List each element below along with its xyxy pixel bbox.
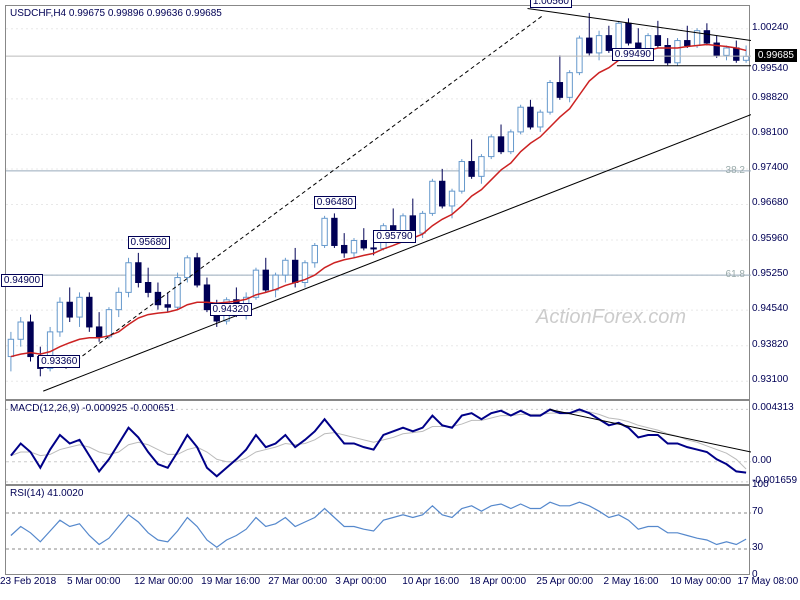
fib-label: 61.8	[726, 269, 745, 280]
x-tick: 27 Mar 00:00	[268, 576, 327, 594]
price-ytick: 0.97400	[752, 162, 796, 173]
price-panel: USDCHF,H4 0.99675 0.99896 0.99636 0.9968…	[5, 5, 750, 400]
price-ytick: 0.98100	[752, 127, 796, 138]
macd-svg	[6, 401, 751, 486]
price-ytick: 0.99540	[752, 63, 796, 74]
price-ytick: 0.98820	[752, 92, 796, 103]
rsi-yaxis: 10070300	[750, 485, 798, 575]
price-tag: 0.93360	[38, 355, 80, 368]
price-ytick: 0.95960	[752, 233, 796, 244]
price-tag: 0.94900	[1, 274, 43, 287]
rsi-svg	[6, 486, 751, 576]
x-tick: 12 Mar 00:00	[134, 576, 193, 594]
x-tick: 10 May 00:00	[671, 576, 732, 594]
price-tag: 0.95790	[373, 230, 415, 243]
x-tick: 3 Apr 00:00	[335, 576, 386, 594]
price-yaxis: 1.00240 0.98820 0.98100 0.97400 0.96680 0.959…	[750, 5, 798, 400]
macd-ytick: 0.004313	[752, 402, 794, 413]
rsi-ytick: 30	[752, 542, 763, 553]
price-ytick: 0.93820	[752, 339, 796, 350]
rsi-panel: RSI(14) 41.0020	[5, 485, 750, 575]
x-tick: 10 Apr 16:00	[402, 576, 459, 594]
x-tick: 23 Feb 2018	[0, 576, 56, 594]
rsi-ytick: 100	[752, 479, 769, 490]
price-ytick: 0.94540	[752, 303, 796, 314]
price-tag: 0.94320	[210, 303, 252, 316]
x-tick: 5 Mar 00:00	[67, 576, 120, 594]
x-tick: 18 Apr 00:00	[469, 576, 526, 594]
x-axis: 23 Feb 20185 Mar 00:0012 Mar 00:0019 Mar…	[5, 576, 750, 596]
x-tick: 17 May 08:00	[738, 576, 799, 594]
x-tick: 25 Apr 00:00	[536, 576, 593, 594]
macd-yaxis: 0.0043130.00-0.001659	[750, 400, 798, 485]
fib-label: 38.2	[726, 165, 745, 176]
price-ytick: 0.95250	[752, 268, 796, 279]
macd-ytick: 0.00	[752, 455, 771, 466]
price-ytick: 0.93100	[752, 374, 796, 385]
price-tag: 1.00560	[530, 0, 572, 8]
price-tag: 0.96480	[314, 196, 356, 209]
rsi-ytick: 70	[752, 506, 763, 517]
price-chart-svg	[6, 6, 751, 401]
x-tick: 19 Mar 16:00	[201, 576, 260, 594]
price-ytick: 1.00240	[752, 22, 796, 33]
price-tag: 0.99490	[612, 48, 654, 61]
watermark: ActionForex.com	[536, 306, 686, 329]
x-tick: 2 May 16:00	[603, 576, 658, 594]
macd-panel: MACD(12,26,9) -0.000925 -0.000651	[5, 400, 750, 485]
price-tag: 0.95680	[128, 236, 170, 249]
price-ytick: 0.96680	[752, 197, 796, 208]
